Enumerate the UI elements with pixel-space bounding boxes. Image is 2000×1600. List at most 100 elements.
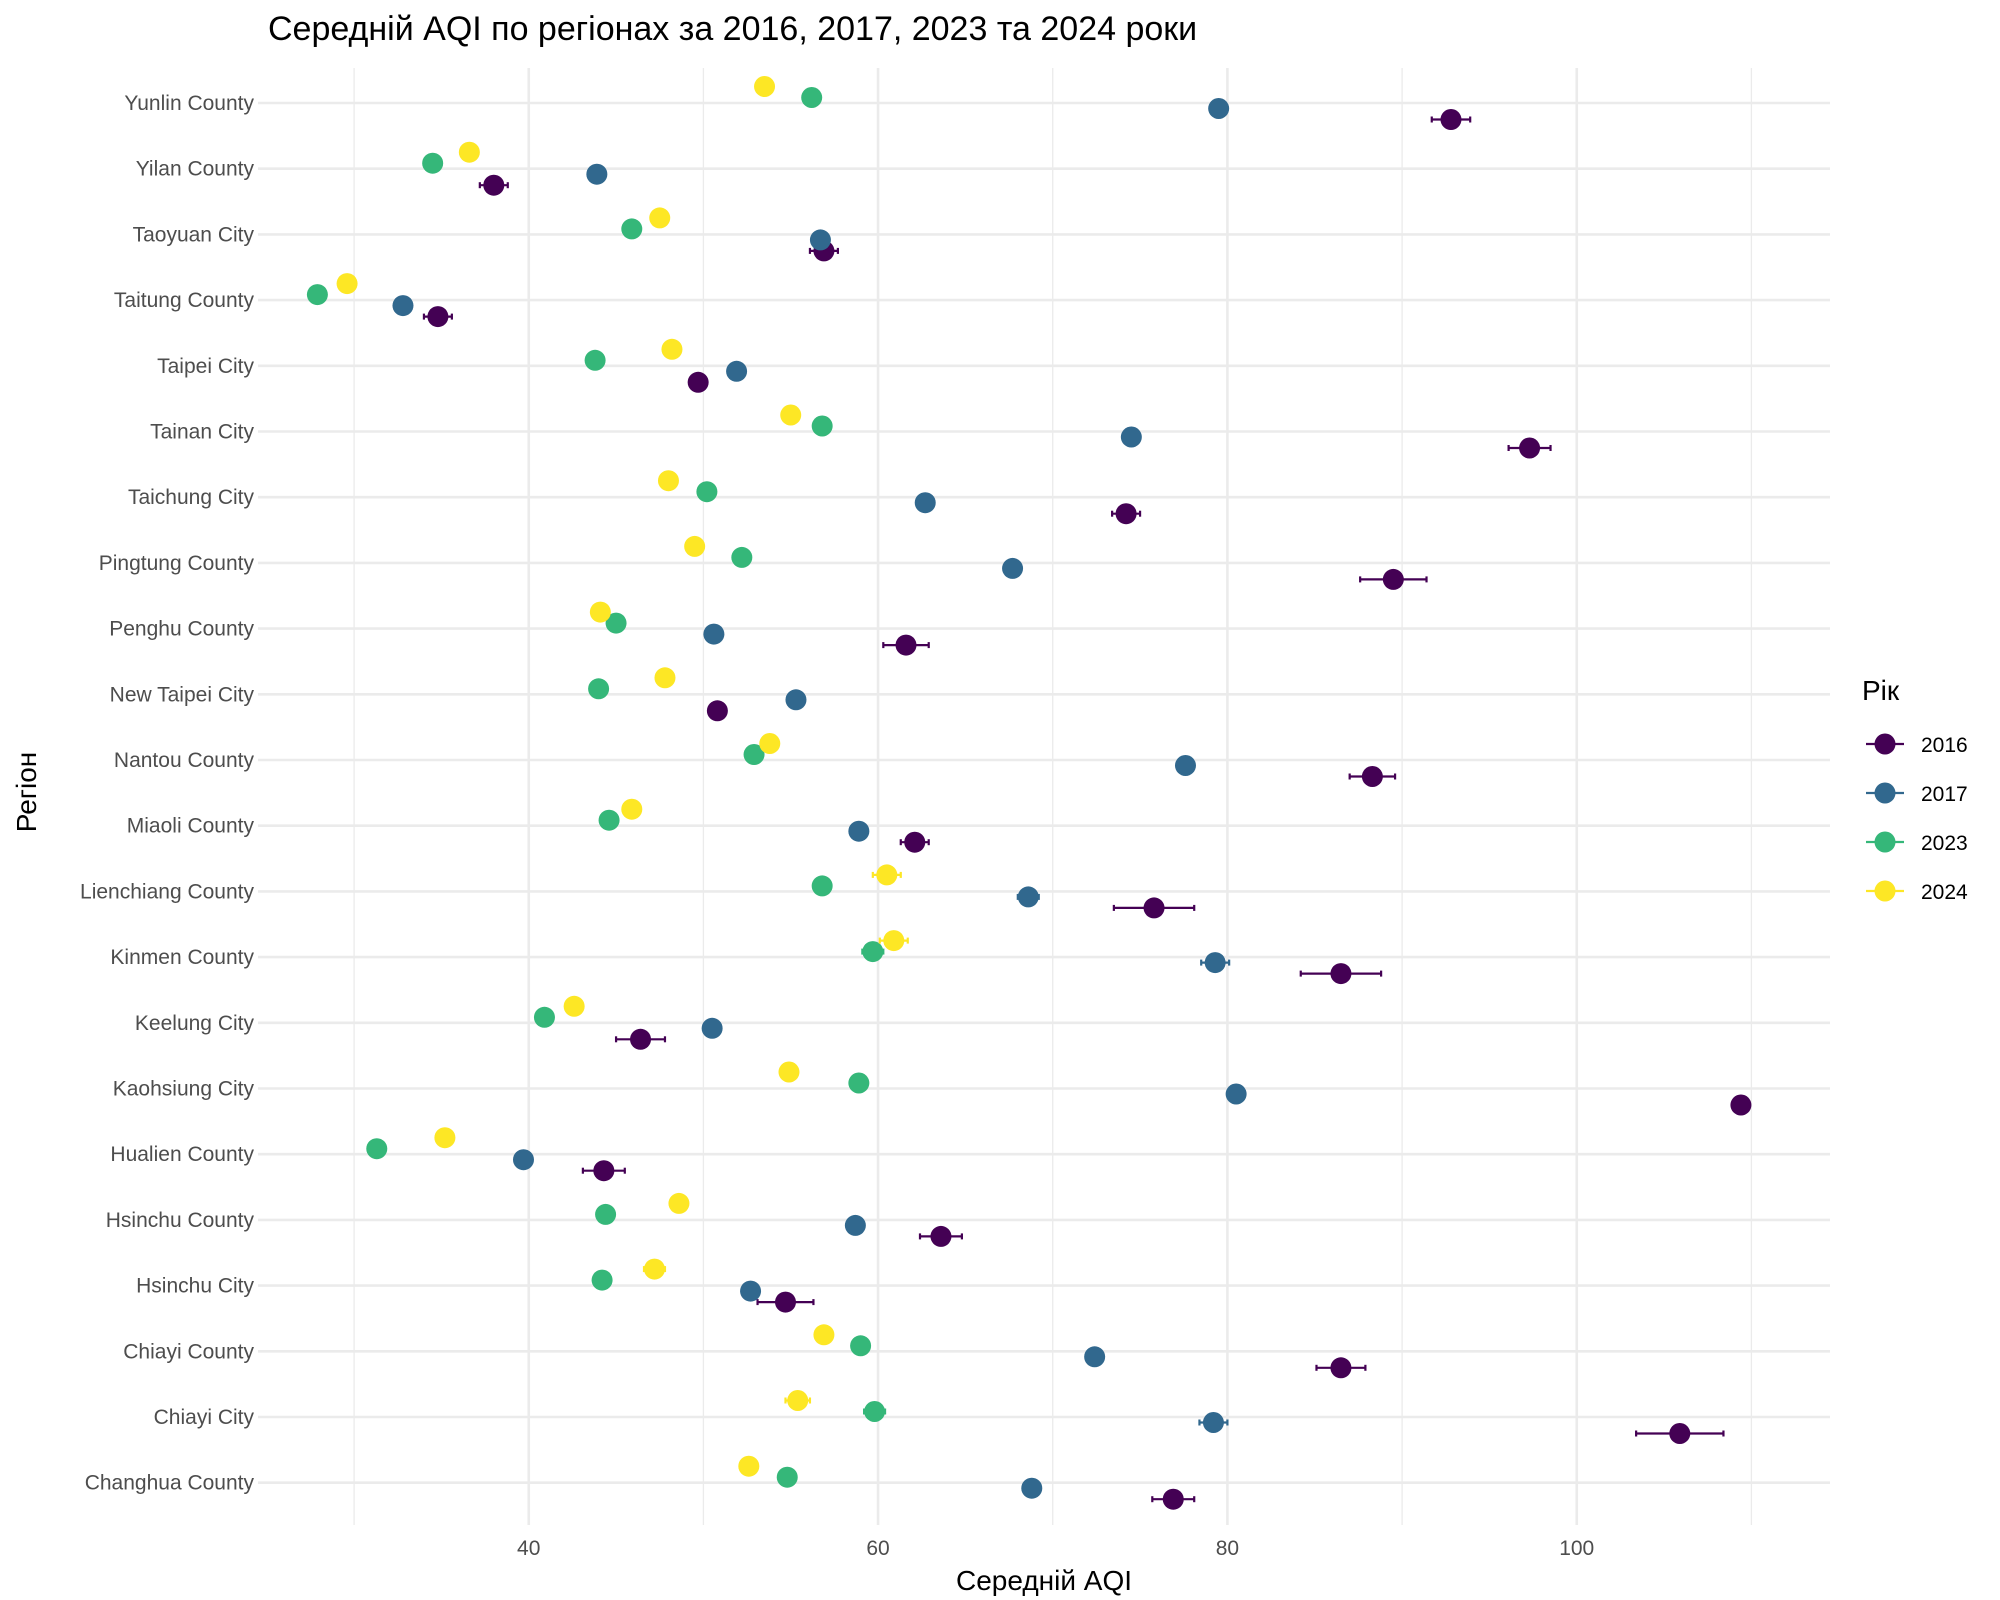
data-point-group bbox=[861, 941, 885, 963]
data-point bbox=[864, 1401, 886, 1422]
data-point bbox=[336, 273, 358, 295]
legend-label: 2023 bbox=[1921, 832, 1968, 855]
data-point bbox=[621, 798, 643, 820]
data-point bbox=[1204, 952, 1226, 974]
data-point-group bbox=[458, 141, 480, 163]
major-gridlines bbox=[258, 68, 1830, 1525]
data-point-group bbox=[422, 306, 453, 328]
data-point-group bbox=[336, 273, 358, 295]
data-point-group bbox=[1348, 766, 1397, 787]
y-tick-label: Nantou County bbox=[114, 749, 255, 772]
data-point-group bbox=[598, 809, 620, 831]
data-point bbox=[740, 1280, 762, 1302]
data-point bbox=[696, 481, 718, 503]
legend-key-point bbox=[1874, 831, 1896, 853]
data-point bbox=[1382, 568, 1404, 590]
data-point-group bbox=[366, 1138, 388, 1160]
data-point-group bbox=[533, 1006, 555, 1028]
data-point bbox=[1021, 1477, 1043, 1499]
data-point bbox=[862, 941, 884, 963]
data-point-group bbox=[785, 689, 807, 711]
data-point-group bbox=[621, 798, 643, 820]
data-point bbox=[876, 864, 898, 886]
data-point-group bbox=[668, 1192, 690, 1214]
data-point-group bbox=[844, 1214, 866, 1236]
legend-item: 2017 bbox=[1866, 782, 1968, 806]
legend-item: 2024 bbox=[1866, 880, 1968, 904]
data-point bbox=[701, 1017, 723, 1039]
data-point bbox=[1330, 1357, 1352, 1379]
data-point bbox=[1225, 1083, 1247, 1105]
data-point-group bbox=[614, 1028, 667, 1050]
data-point-group bbox=[1225, 1083, 1247, 1105]
y-tick-label: New Taipei City bbox=[110, 683, 255, 706]
data-point bbox=[1730, 1094, 1752, 1116]
data-point bbox=[787, 1390, 809, 1411]
data-point-group bbox=[871, 864, 902, 886]
data-point-group bbox=[1200, 952, 1231, 974]
data-point bbox=[774, 1291, 796, 1313]
y-tick-label: Chiayi City bbox=[154, 1406, 255, 1429]
data-point-group bbox=[813, 1324, 835, 1346]
data-point-group bbox=[780, 404, 802, 426]
data-point-group bbox=[595, 1203, 617, 1225]
legend-item: 2016 bbox=[1866, 733, 1968, 757]
data-point bbox=[1208, 98, 1230, 119]
legend-label: 2017 bbox=[1921, 783, 1968, 806]
y-tick-label: Miaoli County bbox=[127, 815, 255, 838]
data-point-group bbox=[756, 1291, 815, 1313]
data-point-group bbox=[1430, 109, 1472, 130]
data-point-group bbox=[743, 744, 765, 765]
data-point-group bbox=[1315, 1357, 1367, 1379]
data-marks bbox=[306, 76, 1752, 1510]
data-point bbox=[1330, 963, 1352, 985]
data-point-group bbox=[776, 1466, 798, 1488]
data-point bbox=[668, 1192, 690, 1214]
data-point bbox=[1174, 755, 1196, 776]
data-point-group bbox=[740, 1280, 762, 1302]
data-point-group bbox=[811, 415, 833, 437]
data-point bbox=[801, 87, 823, 108]
y-tick-label: Kaohsiung City bbox=[113, 1078, 255, 1101]
data-point bbox=[1162, 1488, 1184, 1510]
data-point bbox=[813, 1324, 835, 1346]
data-point-group bbox=[649, 207, 671, 229]
data-point bbox=[595, 1203, 617, 1225]
data-point bbox=[811, 875, 833, 897]
data-point-group bbox=[422, 152, 444, 174]
y-tick-label: Pingtung County bbox=[99, 552, 255, 575]
data-point bbox=[776, 1466, 798, 1488]
legend-label: 2024 bbox=[1921, 881, 1968, 904]
data-point bbox=[598, 809, 620, 831]
data-point-group bbox=[784, 1390, 812, 1411]
y-tick-label: Changhua County bbox=[85, 1472, 255, 1495]
y-tick-label: Kinmen County bbox=[110, 946, 254, 969]
data-point bbox=[785, 689, 807, 711]
data-point bbox=[605, 612, 627, 634]
data-point bbox=[731, 546, 753, 568]
data-point-group bbox=[642, 1258, 667, 1280]
data-point-group bbox=[1299, 963, 1383, 985]
data-point bbox=[591, 1269, 613, 1291]
data-point-group bbox=[591, 1269, 613, 1291]
data-point-group bbox=[1208, 98, 1230, 119]
data-point bbox=[366, 1138, 388, 1160]
data-point-group bbox=[754, 76, 776, 97]
data-point bbox=[1143, 897, 1165, 919]
data-point-group bbox=[848, 1072, 870, 1094]
data-point bbox=[844, 1214, 866, 1236]
y-tick-label: Taoyuan City bbox=[133, 223, 255, 246]
data-point bbox=[512, 1149, 534, 1171]
data-point bbox=[584, 349, 606, 371]
data-point bbox=[306, 284, 328, 306]
data-point bbox=[434, 1127, 456, 1149]
data-point-group bbox=[1507, 437, 1552, 459]
data-point bbox=[811, 415, 833, 437]
data-point bbox=[904, 831, 926, 853]
data-point-group bbox=[1730, 1094, 1752, 1116]
data-point-group bbox=[914, 492, 936, 514]
legend-label: 2016 bbox=[1921, 734, 1968, 757]
x-tick-label: 80 bbox=[1216, 1537, 1239, 1560]
